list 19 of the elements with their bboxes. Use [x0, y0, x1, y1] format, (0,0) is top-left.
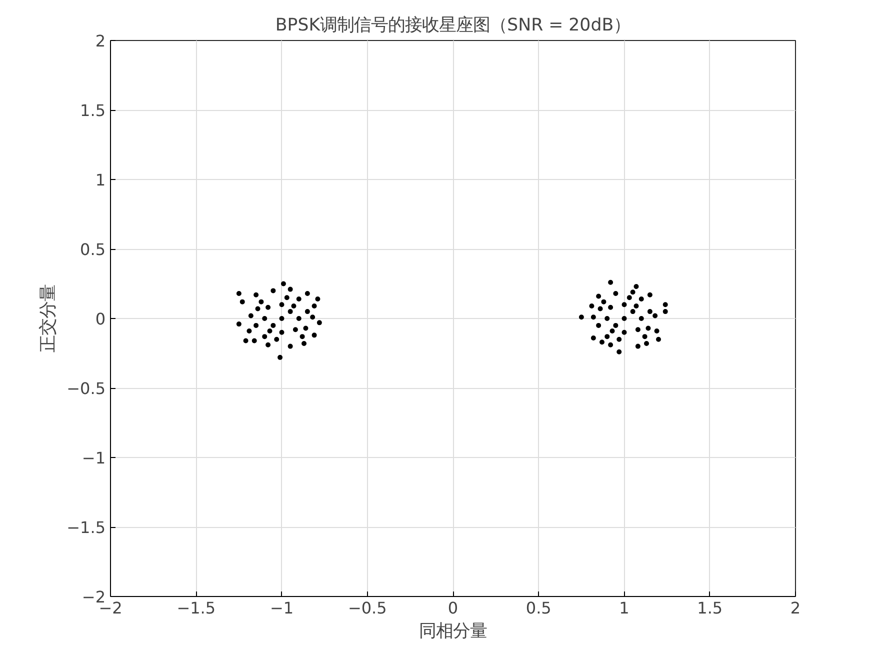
y-tick-label: 0 — [95, 310, 106, 328]
y-axis-title: 正交分量 — [38, 284, 59, 352]
y-tick-label: 0.5 — [80, 240, 106, 259]
y-tick-label: −1 — [82, 448, 106, 468]
y-tick-label: 1 — [95, 170, 106, 190]
x-tick-label: 0.5 — [526, 598, 552, 618]
x-tick-label: 1.5 — [697, 598, 723, 618]
y-tick-label: 1.5 — [80, 101, 106, 120]
x-tick-label: −0.5 — [348, 598, 387, 618]
x-axis-title: 同相分量 — [419, 622, 487, 642]
x-tick-label: 2 — [790, 598, 801, 618]
x-tick-label: −1 — [270, 598, 294, 618]
y-tick-label: 2 — [95, 32, 106, 50]
x-tick-label: 1 — [619, 598, 630, 618]
chart-title: BPSK调制信号的接收星座图（SNR = 20dB） — [275, 16, 631, 36]
y-tick-label: −1.5 — [66, 518, 106, 537]
y-tick-label: −0.5 — [66, 379, 106, 398]
x-tick-label: 0 — [448, 598, 458, 618]
x-tick-label: −1.5 — [176, 598, 216, 618]
